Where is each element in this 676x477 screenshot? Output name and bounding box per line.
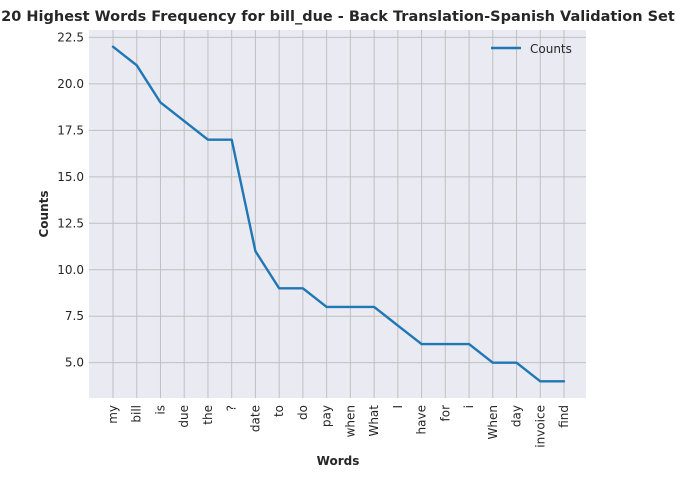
legend: Counts — [491, 42, 572, 56]
y-tick-label: 10.0 — [57, 263, 84, 277]
y-tick-label: 17.5 — [57, 123, 84, 137]
y-tick-labels: 5.0 7.5 10.0 12.5 15.0 17.5 20.0 22.5 — [57, 30, 84, 369]
series-line-counts — [111, 45, 566, 383]
x-tick-label: due — [177, 405, 191, 428]
y-tick-label: 5.0 — [65, 356, 84, 370]
x-tick-label: when — [343, 405, 357, 437]
x-tick-label: bill — [130, 405, 144, 423]
x-tick-label: pay — [320, 405, 334, 427]
x-tick-label: is — [153, 405, 167, 415]
x-tick-label: find — [557, 405, 571, 428]
x-tick-label: i — [462, 405, 476, 408]
x-tick-label: do — [296, 405, 310, 420]
x-tick-label: to — [272, 405, 286, 417]
y-gridlines — [89, 36, 586, 364]
plot-area — [89, 30, 586, 398]
series-group — [111, 45, 566, 383]
x-tick-label: date — [248, 405, 262, 432]
y-axis-label: Counts — [37, 190, 51, 237]
x-gridlines — [112, 30, 565, 398]
x-axis-label: Words — [317, 454, 360, 468]
x-tick-label: ? — [225, 405, 239, 411]
x-tick-label: my — [106, 405, 120, 424]
y-tick-label: 15.0 — [57, 170, 84, 184]
y-tick-label: 22.5 — [57, 30, 84, 44]
x-tick-label: What — [367, 405, 381, 437]
y-tick-label: 12.5 — [57, 216, 84, 230]
x-tick-label: invoice — [533, 405, 547, 448]
chart-title: 20 Highest Words Frequency for bill_due … — [1, 9, 675, 25]
x-tick-label: for — [438, 405, 452, 422]
x-tick-label: I — [391, 405, 405, 409]
x-tick-label: When — [486, 405, 500, 439]
legend-label: Counts — [530, 42, 572, 56]
x-tick-label: day — [510, 405, 524, 427]
x-tick-label: have — [415, 405, 429, 434]
y-tick-label: 7.5 — [65, 309, 84, 323]
x-tick-label: the — [201, 405, 215, 425]
y-tick-label: 20.0 — [57, 77, 84, 91]
